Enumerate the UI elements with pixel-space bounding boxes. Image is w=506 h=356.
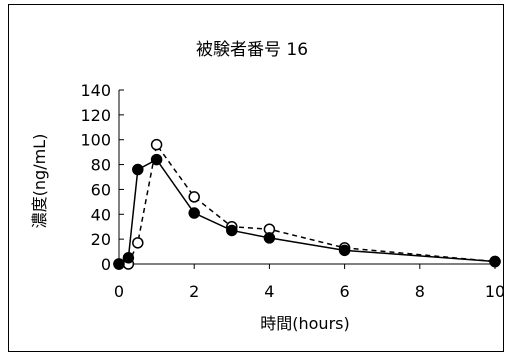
- filled-data-point: [188, 207, 200, 219]
- chart-frame: 被験者番号 16 0 20 40 60 80 100 120 140 0 2 4 6 8 10 時間(ho…: [8, 4, 504, 352]
- y-tick-label: 0: [101, 255, 111, 274]
- y-axis-label: 濃度(ng/mL): [30, 134, 49, 229]
- filled-data-point: [122, 252, 135, 264]
- x-tick-label: 0: [114, 282, 124, 301]
- filled-data-point: [150, 153, 163, 166]
- x-tick-label: 6: [340, 282, 350, 301]
- x-tick-label: 2: [189, 282, 199, 301]
- y-tick-label: 140: [80, 81, 111, 100]
- line-chart: 被験者番号 16 0 20 40 60 80 100 120 140 0 2 4 6 8 10 時間(ho…: [30, 40, 503, 333]
- y-tick-label: 120: [80, 106, 111, 125]
- x-tick-label: 4: [264, 282, 274, 301]
- y-tick-label: 60: [91, 180, 111, 199]
- filled-data-point: [132, 163, 144, 176]
- filled-data-point: [226, 224, 238, 237]
- filled-data-point: [489, 255, 501, 268]
- open-data-point: [188, 191, 200, 203]
- open-data-point: [132, 237, 144, 249]
- y-tick-label: 40: [91, 205, 111, 224]
- series-line: [118, 158, 496, 265]
- filled-data-point: [113, 258, 125, 270]
- y-tick-label: 80: [91, 156, 111, 175]
- y-tick-label: 20: [91, 230, 111, 249]
- filled-data-point: [338, 244, 351, 257]
- chart-title: 被験者番号 16: [196, 40, 308, 60]
- plot-area: 0 20 40 60 80 100 120 140 0 2 4 6 8 10: [80, 81, 503, 301]
- x-axis-label: 時間(hours): [260, 314, 349, 333]
- filled-data-point: [263, 232, 276, 244]
- x-tick-label: 10: [485, 282, 503, 301]
- open-data-point: [150, 138, 163, 151]
- y-tick-label: 100: [80, 131, 111, 150]
- x-tick-label: 8: [415, 282, 425, 301]
- series-line: [119, 142, 496, 265]
